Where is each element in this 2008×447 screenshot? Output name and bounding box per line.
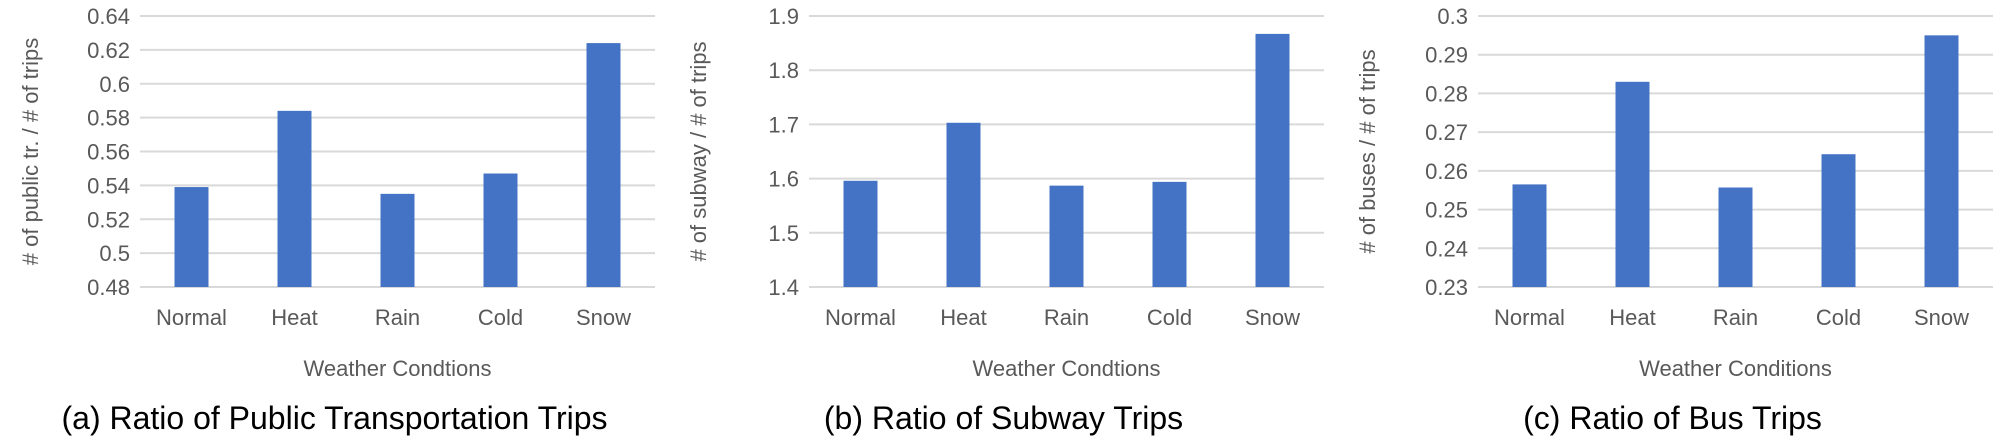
bar-rain (1718, 187, 1753, 287)
y-tick-label: 0.6 (99, 72, 130, 97)
x-tick-label: Rain (375, 305, 420, 330)
y-tick-label: 0.25 (1425, 198, 1468, 223)
y-tick-label: 0.48 (87, 275, 130, 300)
x-tick-label: Cold (1816, 305, 1861, 330)
chart-panel-public-transportation: 0.48 0.5 0.52 0.54 0.56 0.58 0.6 0.62 0.64 Normal… (0, 0, 669, 447)
bar-snow (1255, 33, 1290, 287)
y-tick-label: 0.64 (87, 4, 130, 29)
y-axis-title: # of subway / # of trips (686, 41, 711, 261)
y-tick-label: 0.56 (87, 140, 130, 165)
bar-normal (174, 187, 209, 287)
bar-heat (946, 122, 981, 287)
bar-heat (277, 110, 312, 287)
chart-panel-bus: 0.23 0.24 0.25 0.26 0.27 0.28 0.29 0.3 Normal Hea… (1338, 0, 2007, 447)
y-tick-label: 1.4 (768, 275, 799, 300)
bar-rain (380, 193, 415, 287)
y-tick-label: 0.27 (1425, 120, 1468, 145)
bar-snow (1924, 35, 1959, 287)
y-tick-label: 0.5 (99, 241, 130, 266)
bar-normal (843, 180, 878, 287)
bar-rain (1049, 185, 1084, 287)
x-tick-label: Heat (271, 305, 317, 330)
x-axis-title: Weather Condtions (304, 356, 492, 381)
y-tick-label: 0.28 (1425, 81, 1468, 106)
y-tick-label: 0.26 (1425, 159, 1468, 184)
bar-cold (483, 173, 518, 287)
y-tick-label: 1.6 (768, 167, 799, 192)
x-tick-label: Rain (1044, 305, 1089, 330)
bar-cold (1152, 181, 1187, 287)
y-tick-label: 0.29 (1425, 43, 1468, 68)
bar-snow (586, 43, 621, 287)
x-tick-label: Snow (1245, 305, 1300, 330)
y-tick-label: 0.3 (1437, 4, 1468, 29)
x-tick-label: Heat (1609, 305, 1655, 330)
bar-cold (1821, 154, 1856, 287)
x-tick-label: Normal (1494, 305, 1565, 330)
chart-caption: (b) Ratio of Subway Trips (823, 400, 1184, 436)
y-tick-label: 0.54 (87, 173, 130, 198)
x-tick-label: Normal (156, 305, 227, 330)
chart-caption: (c) Ratio of Bus Trips (1523, 400, 1822, 436)
chart-subway: 1.4 1.5 1.6 1.7 1.8 1.9 Normal Heat Rain Cold Snow… (686, 4, 1324, 381)
x-tick-label: Rain (1713, 305, 1758, 330)
bar-heat (1615, 81, 1650, 287)
x-tick-label: Normal (825, 305, 896, 330)
x-tick-label: Heat (940, 305, 986, 330)
y-tick-label: 1.5 (768, 221, 799, 246)
bar-normal (1512, 184, 1547, 287)
x-tick-label: Snow (576, 305, 631, 330)
chart-public-transportation: 0.48 0.5 0.52 0.54 0.56 0.58 0.6 0.62 0.64 Normal… (18, 4, 655, 381)
y-tick-label: 0.58 (87, 106, 130, 131)
y-tick-label: 1.9 (768, 4, 799, 29)
x-axis-title: Weather Condtions (973, 356, 1161, 381)
y-tick-label: 0.52 (87, 207, 130, 232)
y-tick-label: 0.62 (87, 38, 130, 63)
x-tick-label: Snow (1914, 305, 1969, 330)
y-axis-title: # of public tr. / # of trips (18, 38, 43, 265)
y-tick-label: 1.8 (768, 58, 799, 83)
x-axis-title: Weather Conditions (1639, 356, 1832, 381)
chart-panel-subway: 1.4 1.5 1.6 1.7 1.8 1.9 Normal Heat Rain Cold Snow… (669, 0, 1338, 447)
y-tick-label: 0.24 (1425, 236, 1468, 261)
y-tick-label: 1.7 (768, 112, 799, 137)
chart-bus: 0.23 0.24 0.25 0.26 0.27 0.28 0.29 0.3 Normal Hea… (1355, 4, 1993, 381)
chart-caption: (a) Ratio of Public Transportation Trips (61, 400, 608, 436)
x-tick-label: Cold (1147, 305, 1192, 330)
y-tick-label: 0.23 (1425, 275, 1468, 300)
y-axis-title: # of buses / # of trips (1355, 49, 1380, 253)
x-tick-label: Cold (478, 305, 523, 330)
